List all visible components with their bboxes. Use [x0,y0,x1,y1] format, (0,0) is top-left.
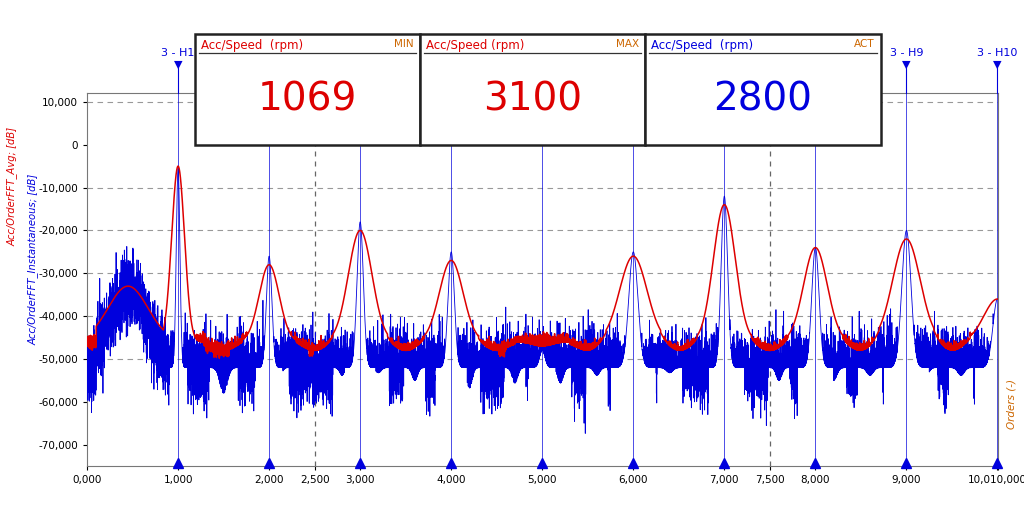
Text: ▼: ▼ [993,60,1001,69]
Text: ▼: ▼ [811,60,819,69]
Text: 3 - H6: 3 - H6 [616,48,650,58]
Text: 3 - H7: 3 - H7 [708,48,741,58]
Text: ▼: ▼ [720,60,729,69]
Text: ▼: ▼ [446,60,456,69]
Text: 3 - H3: 3 - H3 [343,48,377,58]
Text: ▼: ▼ [265,60,273,69]
Text: Acc/OrderFFT_Instantaneous; [dB]: Acc/OrderFFT_Instantaneous; [dB] [28,174,38,344]
Text: ▼: ▼ [902,60,910,69]
Text: ▼: ▼ [174,60,182,69]
Text: 3 - H2: 3 - H2 [252,48,286,58]
Text: MIN: MIN [394,39,414,49]
Text: 3 - H9: 3 - H9 [890,48,924,58]
Text: 3 - H5: 3 - H5 [525,48,559,58]
Text: ▼: ▼ [629,60,638,69]
Text: Acc/Speed (rpm): Acc/Speed (rpm) [426,39,524,52]
Text: ACT: ACT [854,39,874,49]
Text: 3 - H1: 3 - H1 [162,48,195,58]
Text: ▼: ▼ [356,60,365,69]
Text: 1069: 1069 [257,80,357,118]
Text: 2800: 2800 [714,80,812,118]
Text: Orders (-): Orders (-) [1007,379,1017,429]
Text: 3100: 3100 [483,80,582,118]
Text: 3 - H4: 3 - H4 [434,48,468,58]
Text: ▼: ▼ [538,60,547,69]
Text: 3 - H8: 3 - H8 [799,48,833,58]
Text: 3 - H10: 3 - H10 [977,48,1018,58]
Text: MAX: MAX [615,39,639,49]
Text: Acc/OrderFFT_Avg; [dB]: Acc/OrderFFT_Avg; [dB] [7,127,17,246]
Text: Acc/Speed  (rpm): Acc/Speed (rpm) [201,39,303,52]
Text: Acc/Speed  (rpm): Acc/Speed (rpm) [651,39,754,52]
